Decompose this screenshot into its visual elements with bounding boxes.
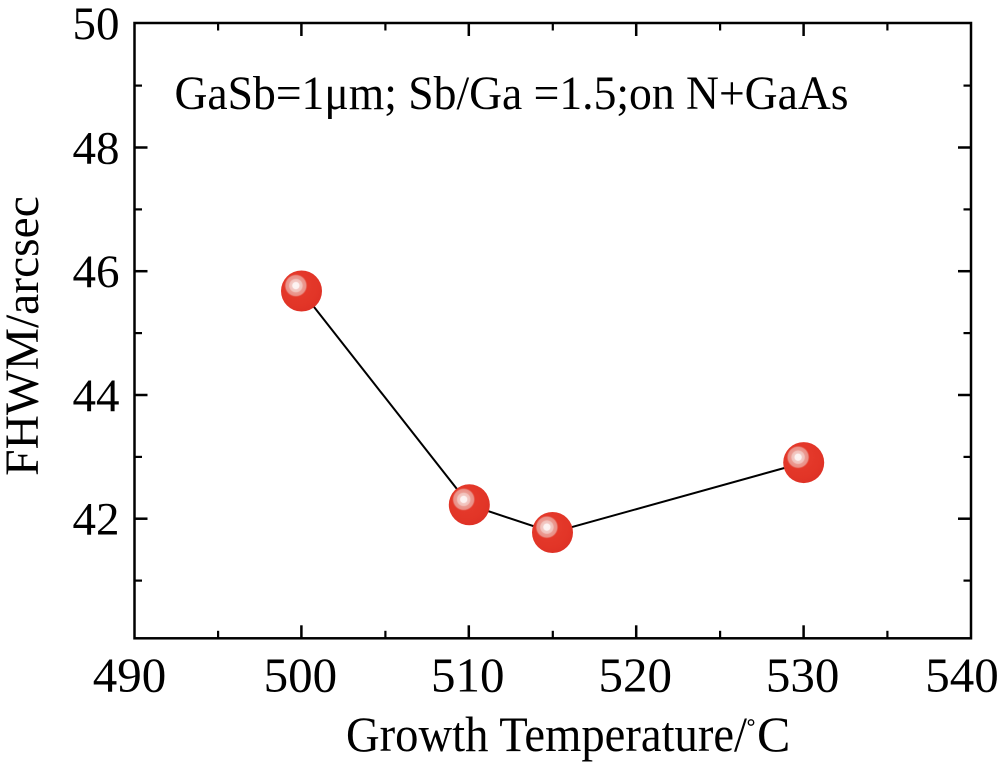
svg-text:530: 530 bbox=[766, 648, 840, 703]
svg-text:50: 50 bbox=[73, 0, 120, 50]
svg-text:46: 46 bbox=[73, 246, 120, 298]
svg-text:540: 540 bbox=[925, 648, 999, 703]
svg-text:GaSb=1μm; Sb/Ga =1.5;on N+GaAs: GaSb=1μm; Sb/Ga =1.5;on N+GaAs bbox=[175, 67, 849, 120]
svg-text:FHWM/arcsec: FHWM/arcsec bbox=[0, 196, 49, 476]
svg-text:510: 510 bbox=[431, 648, 505, 703]
svg-text:48: 48 bbox=[73, 122, 120, 174]
svg-text:500: 500 bbox=[264, 648, 338, 703]
svg-text:520: 520 bbox=[598, 648, 672, 703]
svg-text:C: C bbox=[757, 706, 790, 762]
svg-text:42: 42 bbox=[73, 494, 120, 546]
svg-text:44: 44 bbox=[73, 370, 120, 422]
svg-text:490: 490 bbox=[93, 648, 167, 703]
svg-text:Growth Temperature/: Growth Temperature/ bbox=[346, 706, 747, 762]
